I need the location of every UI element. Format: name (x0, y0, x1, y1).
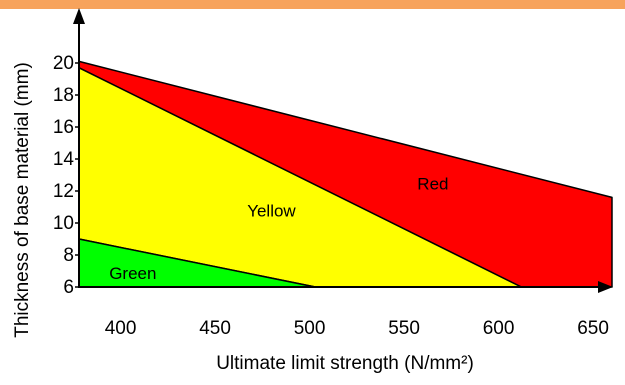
y-tick-label: 16 (53, 117, 74, 138)
y-tick-label: 10 (53, 213, 74, 234)
region-label-red: Red (417, 174, 448, 193)
axes (73, 8, 613, 293)
y-tick-label: 12 (53, 181, 74, 202)
accent-bar (0, 0, 625, 9)
y-tick-labels: 6 8 10 12 14 16 18 20 (53, 53, 79, 298)
y-tick-label: 14 (53, 149, 75, 170)
region-label-yellow: Yellow (247, 202, 296, 221)
x-tick-label: 400 (105, 318, 137, 339)
x-axis-title: Ultimate limit strength (N/mm²) (216, 353, 474, 374)
y-tick-label: 20 (53, 53, 74, 74)
x-tick-label: 600 (483, 318, 515, 339)
x-tick-labels: 400 450 500 550 600 650 (105, 318, 609, 339)
y-tick-label: 6 (63, 277, 74, 298)
region-labels: Red Yellow Green (109, 174, 448, 283)
x-tick-label: 500 (294, 318, 326, 339)
y-tick-label: 8 (63, 245, 74, 266)
region-label-green: Green (109, 264, 156, 283)
x-axis-arrow (598, 281, 613, 293)
x-tick-label: 550 (388, 318, 420, 339)
x-tick-label: 650 (577, 318, 609, 339)
y-tick-label: 18 (53, 85, 74, 106)
y-axis-arrow (73, 8, 85, 24)
x-tick-label: 450 (199, 318, 231, 339)
y-axis-title: Thickness of base material (mm) (12, 62, 33, 338)
regions-layer (78, 60, 613, 288)
